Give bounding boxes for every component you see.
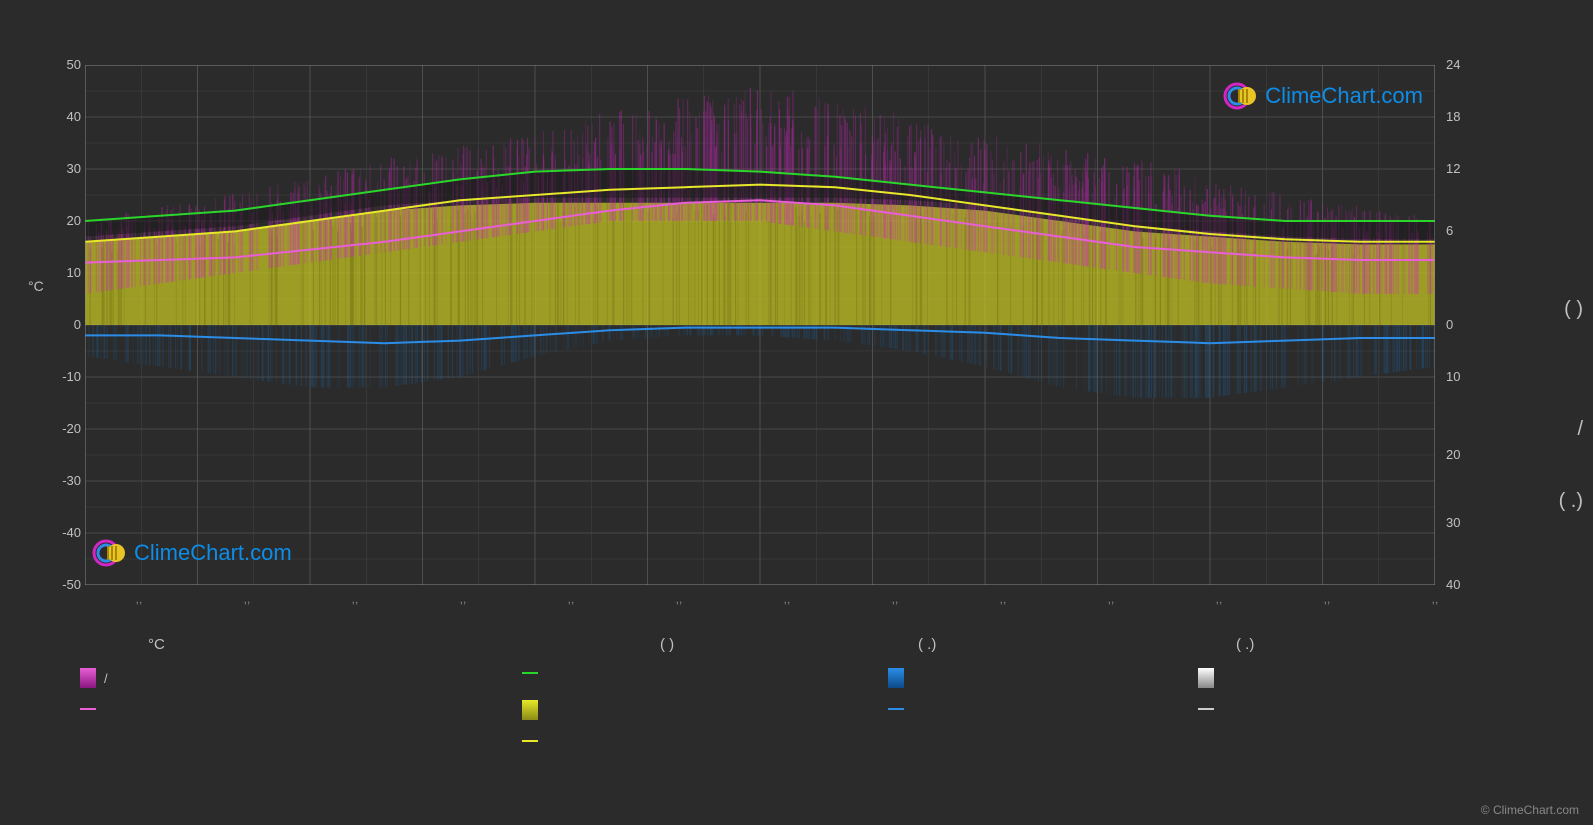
green-line-swatch-icon: [522, 672, 538, 674]
legend-blue-block: [888, 668, 912, 688]
x-tick: ,,: [568, 592, 575, 606]
y-left-tick: -20: [51, 421, 81, 436]
legend-header-3: ( .): [918, 636, 936, 653]
y-left-tick: 40: [51, 109, 81, 124]
x-tick: ,,: [1108, 592, 1115, 606]
legend-magenta-line: [80, 708, 104, 710]
watermark-logo-icon: [1223, 78, 1259, 114]
y-right-tick: 10: [1446, 369, 1476, 384]
magenta-line-swatch-icon: [80, 708, 96, 710]
watermark-text: ClimeChart.com: [1265, 83, 1423, 109]
y-axis-right-label-top: ( ): [1564, 298, 1583, 321]
blue-swatch-icon: [888, 668, 904, 688]
y-left-tick: 30: [51, 161, 81, 176]
yellow-swatch-icon: [522, 700, 538, 720]
legend-blue-line: [888, 708, 912, 710]
legend-header-2: ( ): [660, 636, 674, 653]
y-left-tick: -40: [51, 525, 81, 540]
watermark-logo-icon-2: [92, 535, 128, 571]
legend-grey-line: [1198, 708, 1222, 710]
watermark-bottom: ClimeChart.com: [92, 535, 292, 571]
legend-magenta-block: /: [80, 668, 108, 688]
y-axis-right-label-bottom: ( .): [1559, 490, 1583, 513]
y-left-tick: 20: [51, 213, 81, 228]
legend-header-4: ( .): [1236, 636, 1254, 653]
grey-line-swatch-icon: [1198, 708, 1214, 710]
yellow-line-swatch-icon: [522, 740, 538, 742]
y-left-tick: -30: [51, 473, 81, 488]
legend-green-line: [522, 672, 546, 674]
y-right-tick: 30: [1446, 515, 1476, 530]
x-tick: ,,: [676, 592, 683, 606]
copyright-text: © ClimeChart.com: [1481, 803, 1579, 817]
legend-yellow-line: [522, 740, 546, 742]
legend-magenta-block-label: /: [104, 671, 108, 686]
y-axis-right-label-mid: /: [1577, 418, 1583, 441]
y-left-tick: 50: [51, 57, 81, 72]
y-right-tick: 18: [1446, 109, 1476, 124]
legend-header-1: °C: [148, 636, 165, 653]
y-right-tick: 20: [1446, 447, 1476, 462]
legend-yellow-block: [522, 700, 546, 720]
y-left-tick: 10: [51, 265, 81, 280]
x-tick: ,,: [1432, 592, 1439, 606]
grey-swatch-icon: [1198, 668, 1214, 688]
x-tick: ,,: [244, 592, 251, 606]
y-right-tick: 6: [1446, 223, 1476, 238]
x-tick: ,,: [784, 592, 791, 606]
x-tick: ,,: [1216, 592, 1223, 606]
x-tick: ,,: [136, 592, 143, 606]
y-axis-left-label: °C: [28, 278, 44, 294]
x-tick: ,,: [1000, 592, 1007, 606]
watermark-top: ClimeChart.com: [1223, 78, 1423, 114]
y-right-tick: 0: [1446, 317, 1476, 332]
blue-line-swatch-icon: [888, 708, 904, 710]
chart-svg: [85, 65, 1435, 585]
magenta-swatch-icon: [80, 668, 96, 688]
y-right-tick: 40: [1446, 577, 1476, 592]
x-tick: ,,: [1324, 592, 1331, 606]
y-left-tick: -10: [51, 369, 81, 384]
x-tick: ,,: [352, 592, 359, 606]
legend-grey-block: [1198, 668, 1222, 688]
y-right-tick: 24: [1446, 57, 1476, 72]
y-right-tick: 12: [1446, 161, 1476, 176]
chart-plot-area: [85, 65, 1435, 585]
y-left-tick: 0: [51, 317, 81, 332]
x-tick: ,,: [460, 592, 467, 606]
watermark-text-2: ClimeChart.com: [134, 540, 292, 566]
x-tick: ,,: [892, 592, 899, 606]
y-left-tick: -50: [51, 577, 81, 592]
